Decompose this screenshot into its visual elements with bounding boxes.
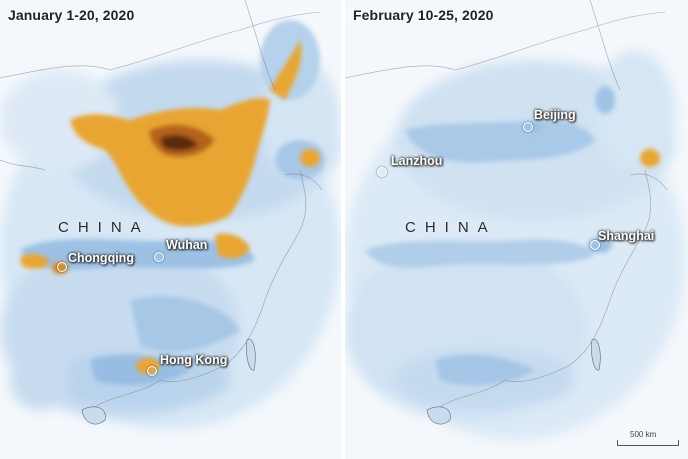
taiwan-shape bbox=[591, 338, 601, 371]
city-marker-shanghai bbox=[590, 240, 600, 250]
country-label: CHINA bbox=[405, 219, 497, 236]
left-map-panel: January 1-20, 2020 CHINA Chongqing Wuhan… bbox=[0, 0, 341, 459]
city-marker-beijing bbox=[523, 122, 533, 132]
city-marker-lanzhou bbox=[377, 167, 387, 177]
country-label: CHINA bbox=[58, 219, 150, 236]
right-map-graphic bbox=[345, 0, 688, 459]
right-panel-title: February 10-25, 2020 bbox=[353, 7, 494, 23]
left-panel-title: January 1-20, 2020 bbox=[8, 7, 135, 23]
panel-divider bbox=[341, 0, 345, 459]
left-map-graphic bbox=[0, 0, 341, 459]
scale-label: 500 km bbox=[630, 430, 657, 439]
city-label-beijing: Beijing bbox=[534, 108, 576, 122]
taiwan-shape bbox=[246, 338, 256, 371]
city-marker-chongqing bbox=[57, 262, 67, 272]
city-label-chongqing: Chongqing bbox=[68, 251, 134, 265]
city-label-hong-kong: Hong Kong bbox=[160, 353, 228, 367]
right-map-panel: February 10-25, 2020 CHINA Lanzhou Beiji… bbox=[345, 0, 688, 459]
hainan-shape bbox=[426, 406, 451, 425]
no2-haze-medium bbox=[365, 86, 660, 386]
city-label-shanghai: Shanghai bbox=[598, 229, 655, 243]
borders bbox=[0, 0, 323, 411]
city-label-lanzhou: Lanzhou bbox=[391, 154, 443, 168]
borders bbox=[345, 0, 668, 411]
city-marker-hong-kong bbox=[147, 366, 157, 376]
city-label-wuhan: Wuhan bbox=[166, 238, 208, 252]
city-marker-wuhan bbox=[154, 252, 164, 262]
scale-bar bbox=[617, 440, 679, 446]
hainan-shape bbox=[81, 406, 106, 425]
no2-hotspots bbox=[20, 40, 320, 374]
